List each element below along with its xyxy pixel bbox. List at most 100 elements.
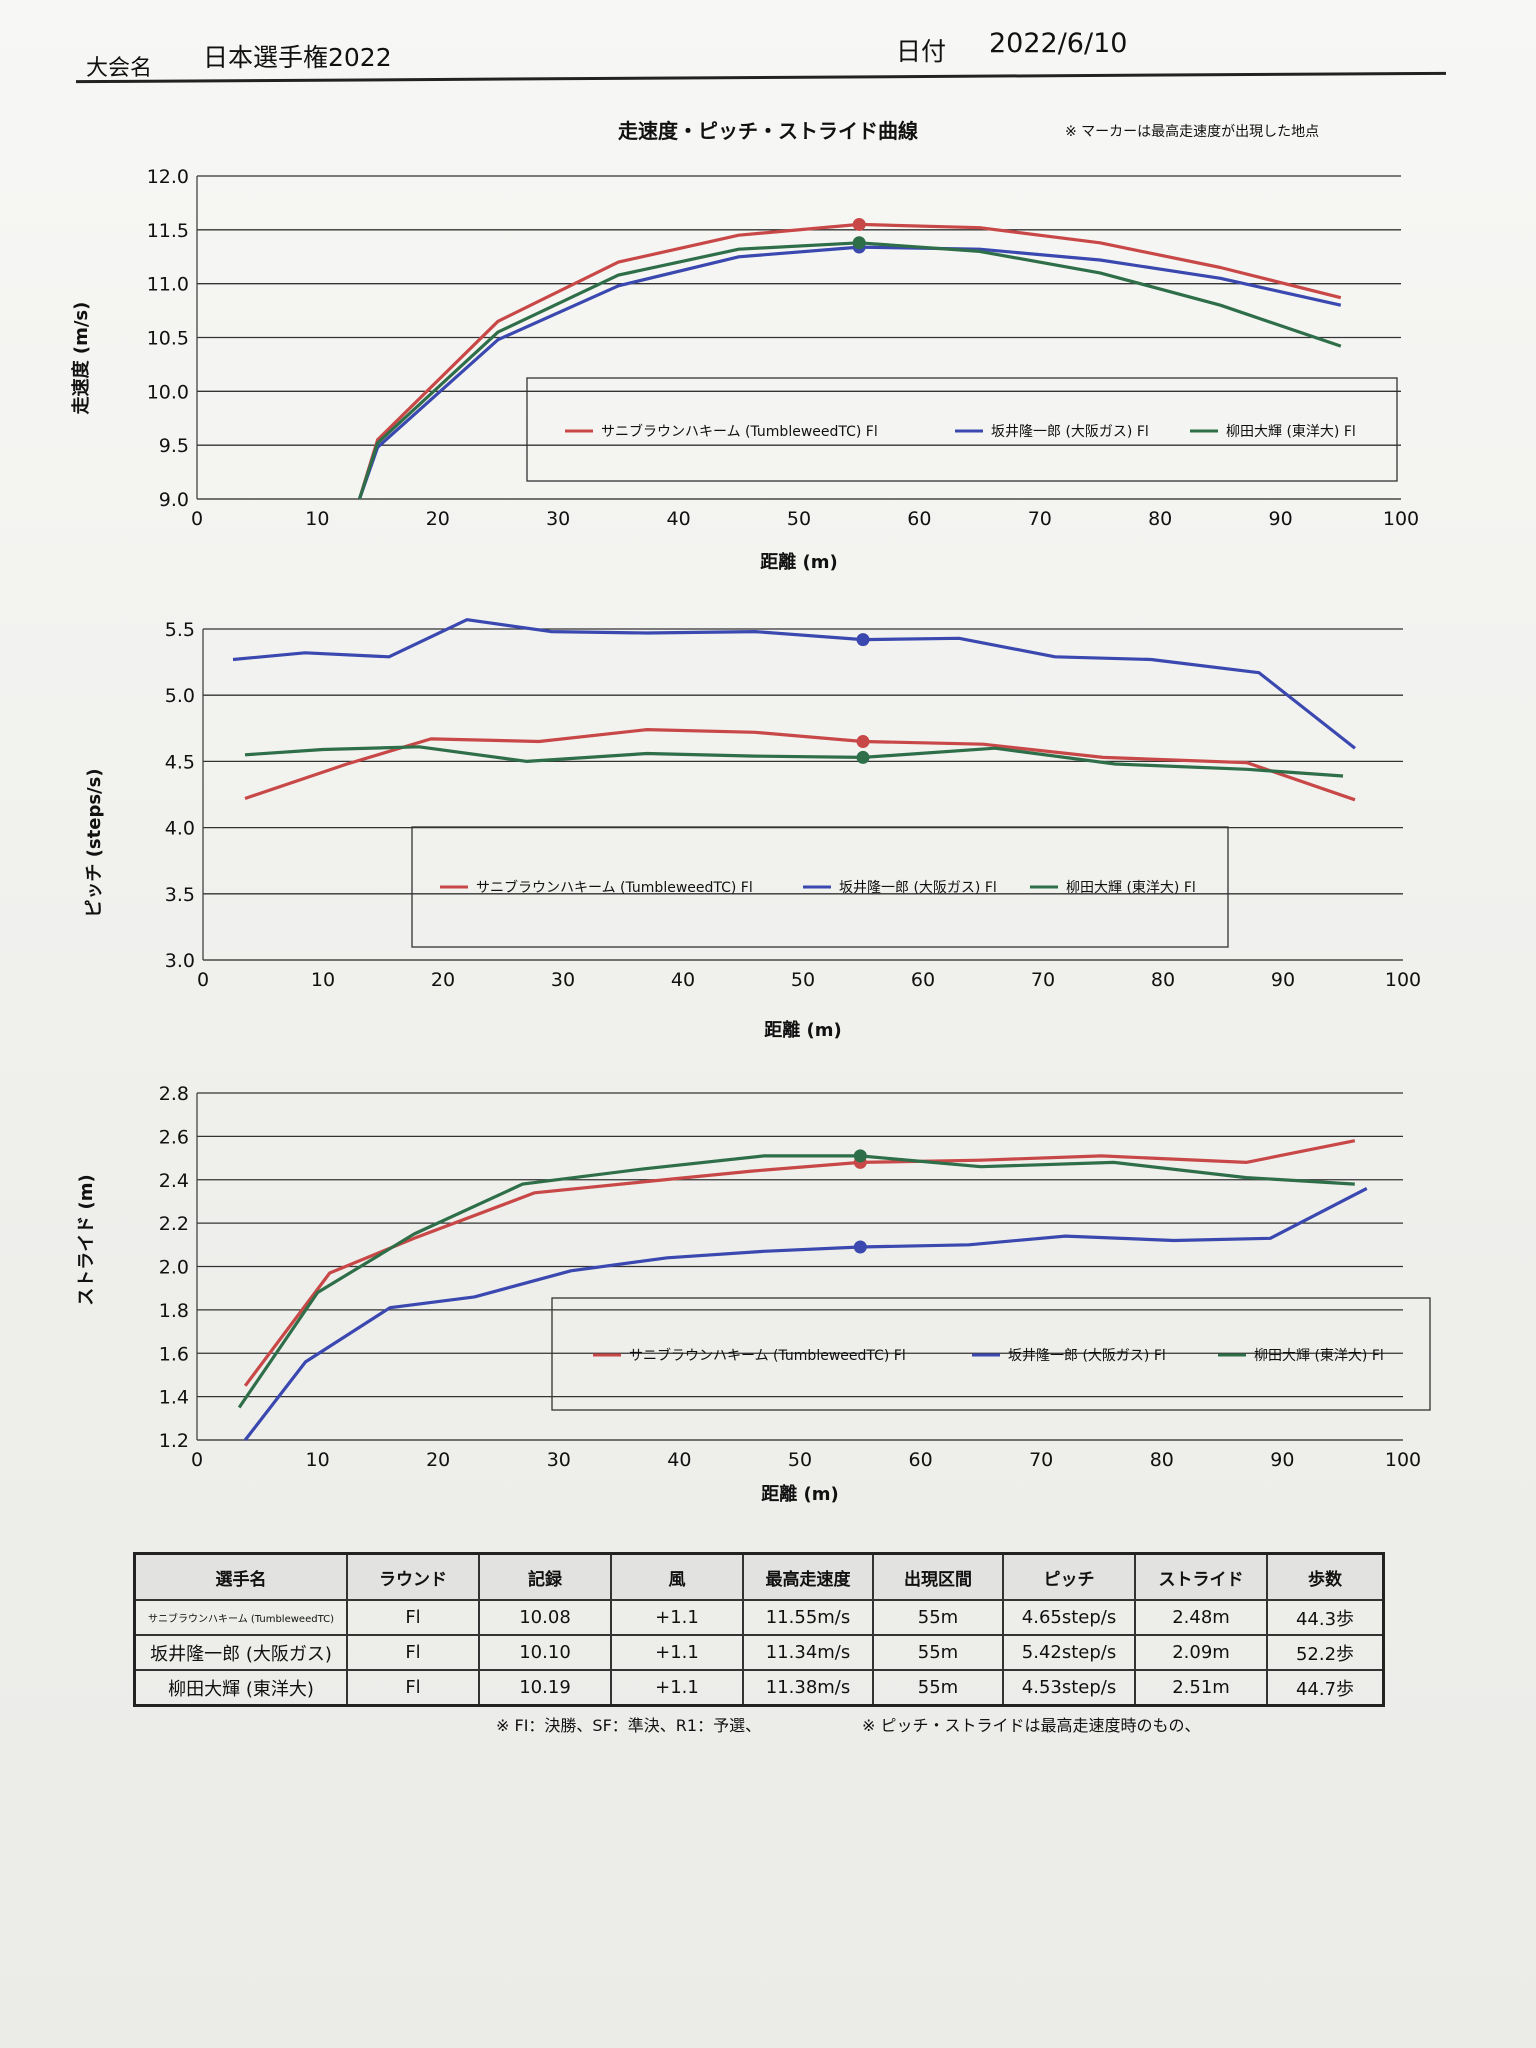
pitch-chart: 3.0 3.5 4.0 4.5 5.0 5.5 0 10 20 30 40 50 60 70 80 90 100… xyxy=(84,618,1421,1041)
max-speed-marker xyxy=(856,633,870,647)
x-tick-label: 40 xyxy=(667,508,691,530)
round-cell: Fl xyxy=(346,1634,480,1671)
y-tick-label: 4.5 xyxy=(165,751,195,773)
series-line xyxy=(244,728,1356,802)
y-tick-label: 11.5 xyxy=(147,220,189,242)
athlete-name-cell: 柳田大輝 (東洋大) xyxy=(133,1669,348,1707)
y-tick-label: 2.0 xyxy=(159,1257,189,1279)
x-tick-label: 30 xyxy=(551,969,575,991)
y-tick-label: 1.4 xyxy=(159,1387,189,1409)
legend-box xyxy=(551,1297,1431,1411)
series-line xyxy=(357,222,1342,500)
pitch-cell: 4.65step/s xyxy=(1002,1599,1136,1636)
x-axis-title: 距離 (m) xyxy=(761,1483,838,1505)
header-cell: ピッチ xyxy=(1002,1552,1136,1601)
series-line xyxy=(232,618,1356,750)
y-tick-label: 2.4 xyxy=(159,1170,189,1192)
section-cell: 55m xyxy=(872,1634,1004,1671)
y-tick-label: 2.2 xyxy=(159,1213,189,1235)
pitch-cell: 5.42step/s xyxy=(1002,1634,1136,1671)
x-tick-label: 20 xyxy=(426,508,450,530)
y-tick-label: 10.5 xyxy=(147,328,189,350)
x-tick-label: 30 xyxy=(547,1449,571,1471)
footnote-rounds: ※ FI：決勝、SF：準決、R1：予選、 xyxy=(496,1716,762,1735)
header-cell: ストライド xyxy=(1134,1552,1268,1601)
y-tick-label: 11.0 xyxy=(147,274,189,296)
x-tick-label: 0 xyxy=(191,508,203,530)
series-line xyxy=(237,1154,1355,1409)
x-tick-label: 80 xyxy=(1150,1449,1174,1471)
y-tick-label: 2.6 xyxy=(159,1126,189,1148)
section-cell: 55m xyxy=(872,1599,1004,1636)
y-tick-label: 1.8 xyxy=(159,1300,189,1322)
pitch-cell: 4.53step/s xyxy=(1002,1669,1136,1707)
x-tick-label: 20 xyxy=(431,969,455,991)
legend-label: 坂井隆一郎 (大阪ガス) Fl xyxy=(1008,1348,1166,1364)
round-cell: Fl xyxy=(346,1599,480,1636)
table-row: サニブラウンハキーム (TumbleweedTC) Fl 10.08 +1.1 … xyxy=(133,1599,1385,1636)
event-label: 大会名 xyxy=(86,56,153,81)
legend-label: 柳田大輝 (東洋大) Fl xyxy=(1226,423,1356,440)
max-speed-cell: 11.34m/s xyxy=(742,1634,874,1671)
x-tick-label: 70 xyxy=(1029,1449,1053,1471)
max-speed-marker xyxy=(852,236,866,250)
header-cell: 最高走速度 xyxy=(742,1552,874,1601)
x-tick-label: 10 xyxy=(305,508,329,530)
legend-label: サニブラウンハキーム (TumbleweedTC) Fl xyxy=(476,879,753,896)
wind-cell: +1.1 xyxy=(610,1634,744,1671)
y-tick-label: 4.0 xyxy=(165,818,195,840)
header-cell: 歩数 xyxy=(1266,1552,1385,1601)
x-tick-label: 50 xyxy=(788,1449,812,1471)
header-cell: ラウンド xyxy=(346,1552,480,1601)
legend-label: サニブラウンハキーム (TumbleweedTC) Fl xyxy=(629,1347,906,1364)
stride-cell: 2.48m xyxy=(1134,1599,1268,1636)
x-axis-title: 距離 (m) xyxy=(760,551,837,573)
max-speed-marker xyxy=(853,1149,867,1163)
legend-box xyxy=(526,377,1398,482)
marker-note: ※ マーカーは最高走速度が出現した地点 xyxy=(1065,123,1319,140)
date-label: 日付 xyxy=(896,37,947,66)
x-axis-title: 距離 (m) xyxy=(764,1019,841,1041)
event-name: 日本選手権2022 xyxy=(203,43,392,72)
x-tick-label: 60 xyxy=(909,1449,933,1471)
steps-cell: 44.7歩 xyxy=(1266,1669,1385,1707)
y-tick-label: 12.0 xyxy=(147,166,189,188)
athlete-name-cell: サニブラウンハキーム (TumbleweedTC) xyxy=(133,1599,348,1636)
x-tick-label: 60 xyxy=(907,508,931,530)
x-tick-label: 100 xyxy=(1385,969,1421,991)
max-speed-marker xyxy=(853,1240,867,1254)
y-tick-label: 5.5 xyxy=(165,619,195,641)
y-axis-title: ピッチ (steps/s) xyxy=(84,768,105,917)
y-tick-label: 3.0 xyxy=(165,950,195,972)
y-tick-label: 9.0 xyxy=(159,489,189,511)
header-cell: 記録 xyxy=(478,1552,612,1601)
x-tick-label: 90 xyxy=(1269,508,1293,530)
wind-cell: +1.1 xyxy=(610,1669,744,1707)
y-tick-label: 1.6 xyxy=(159,1343,189,1365)
max-speed-cell: 11.55m/s xyxy=(742,1599,874,1636)
table-row: 坂井隆一郎 (大阪ガス) Fl 10.10 +1.1 11.34m/s 55m … xyxy=(133,1634,1385,1671)
legend-label: 坂井隆一郎 (大阪ガス) Fl xyxy=(839,880,997,896)
wind-cell: +1.1 xyxy=(610,1599,744,1636)
max-speed-marker xyxy=(856,735,870,749)
series-line xyxy=(244,745,1344,778)
x-tick-label: 0 xyxy=(197,969,209,991)
y-axis-title: 走速度 (m/s) xyxy=(70,302,92,415)
footnote-pitch-stride: ※ ピッチ・ストライドは最高走速度時のもの、 xyxy=(862,1716,1201,1735)
y-tick-label: 10.0 xyxy=(147,381,189,403)
results-header-row: 選手名 ラウンド 記録 風 最高走速度 出現区間 ピッチ ストライド 歩数 xyxy=(133,1552,1385,1601)
steps-cell: 44.3歩 xyxy=(1266,1599,1385,1636)
header-cell: 出現区間 xyxy=(872,1552,1004,1601)
record-cell: 10.08 xyxy=(478,1599,612,1636)
max-speed-marker xyxy=(852,217,866,231)
x-tick-label: 70 xyxy=(1028,508,1052,530)
stride-cell: 2.51m xyxy=(1134,1669,1268,1707)
x-tick-label: 10 xyxy=(306,1449,330,1471)
y-tick-label: 1.2 xyxy=(159,1430,189,1452)
stride-chart: 1.2 1.4 1.6 1.8 2.0 2.2 2.4 2.6 2.8 0 10 20 30 40 50 60… xyxy=(76,1083,1431,1505)
series-line xyxy=(357,241,1342,500)
x-tick-label: 80 xyxy=(1151,969,1175,991)
x-tick-label: 50 xyxy=(787,508,811,530)
legend-label: 柳田大輝 (東洋大) Fl xyxy=(1066,879,1196,896)
